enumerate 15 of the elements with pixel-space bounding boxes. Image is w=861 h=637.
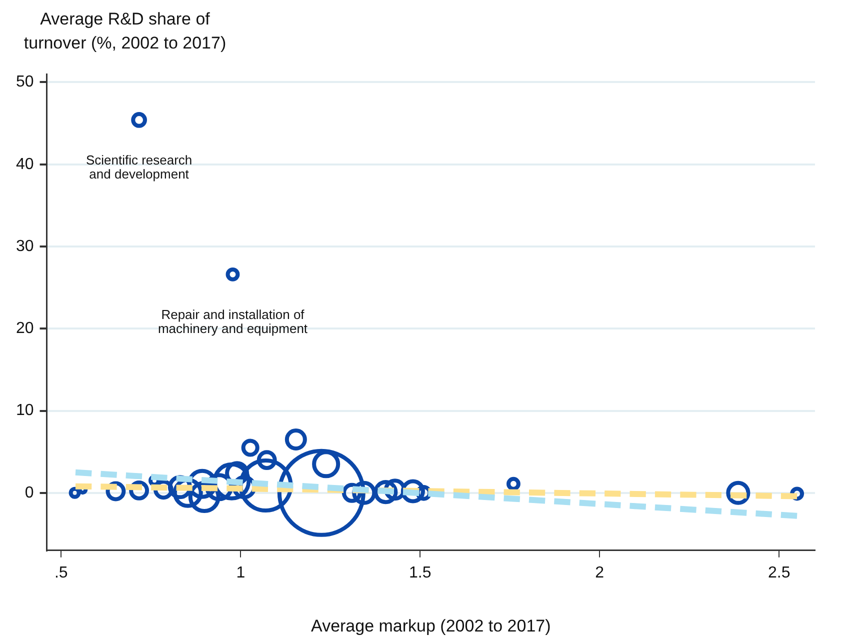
x-axis-title: Average markup (2002 to 2017) <box>311 616 551 636</box>
x-tick-label: 1 <box>236 564 246 582</box>
x-tick-label: 2 <box>595 564 604 582</box>
y-axis-title: Average R&D share of turnover (%, 2002 to 2017) <box>24 10 226 53</box>
annotation: Scientific research and development <box>86 152 192 182</box>
x-tick-label: .5 <box>54 564 68 582</box>
x-tick-label: 1.5 <box>409 564 432 582</box>
y-tick-label: 30 <box>16 238 34 255</box>
y-tick-label: 50 <box>16 74 34 91</box>
x-tick-label: 2.5 <box>768 564 790 582</box>
y-tick-label: 40 <box>16 156 34 173</box>
y-tick-label: 0 <box>24 484 34 502</box>
y-tick-label: 20 <box>16 320 34 338</box>
annotation: Repair and installation of machinery and equipment <box>158 306 308 336</box>
y-tick-label: 10 <box>16 402 34 420</box>
